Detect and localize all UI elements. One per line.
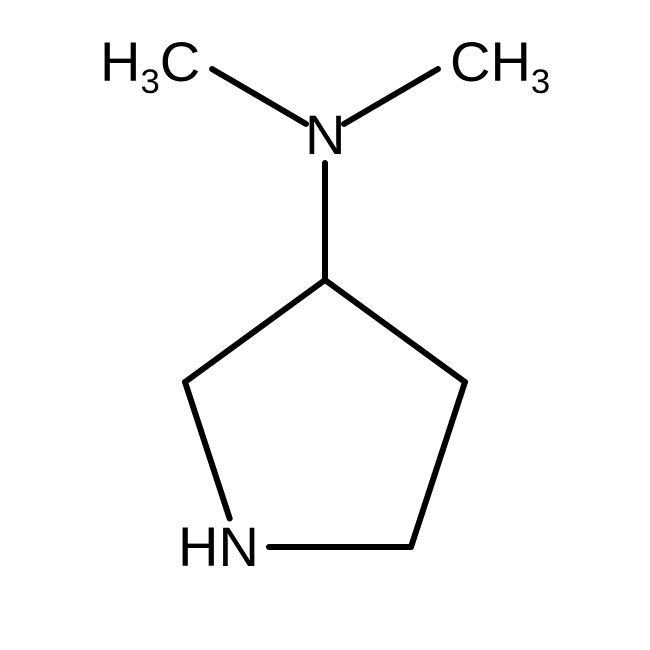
atom-label-C_me_L: H3C: [100, 34, 200, 90]
bond-N_top-C_me_R: [344, 69, 438, 124]
atom-label-N_top: N: [305, 107, 345, 163]
atom-label-N1: HN: [178, 519, 259, 575]
bond-C4-C5: [411, 382, 465, 547]
chemical-structure-canvas: N H3C CH3 HN: [0, 0, 650, 650]
bond-layer: [0, 0, 650, 650]
bond-N_top-C_me_L: [212, 69, 306, 124]
bond-C3-C2: [185, 280, 325, 382]
atom-label-C_me_R: CH3: [450, 34, 550, 90]
bond-C3-C4: [325, 280, 465, 382]
bond-C2-N1: [185, 382, 230, 518]
